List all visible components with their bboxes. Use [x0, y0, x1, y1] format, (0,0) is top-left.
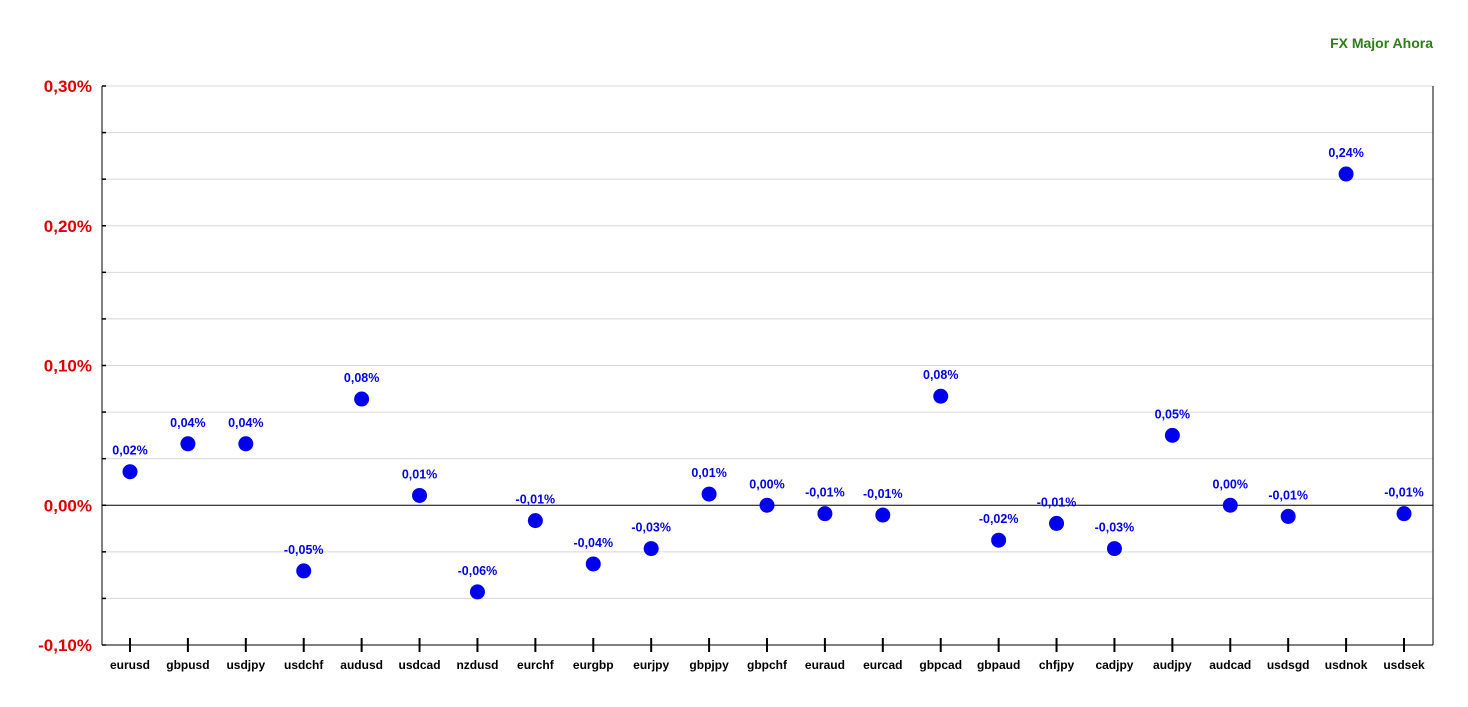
data-label: 0,24% [1328, 146, 1363, 160]
data-point [180, 436, 196, 452]
x-tick-label: gbpusd [166, 658, 209, 672]
data-label: -0,02% [979, 512, 1019, 526]
data-label: -0,01% [1037, 495, 1077, 509]
data-point [1396, 506, 1412, 522]
x-tick-label: nzdusd [456, 658, 498, 672]
x-axis-ticks: eurusd gbpusd usdjpy usdchf audusd usdcad nzdu… [110, 638, 1425, 672]
data-label: 0,08% [923, 368, 958, 382]
data-point [412, 487, 428, 503]
data-label: 0,05% [1155, 407, 1190, 421]
data-point [701, 486, 717, 502]
data-label: -0,05% [284, 543, 324, 557]
data-point [527, 513, 543, 529]
x-tick-label: euraud [805, 658, 845, 672]
x-tick-label: eurgbp [573, 658, 614, 672]
data-label: 0,02% [112, 444, 147, 458]
data-point [1222, 497, 1238, 513]
x-tick-label: audusd [340, 658, 383, 672]
x-tick-label: gbpchf [747, 658, 788, 672]
data-label: -0,03% [631, 521, 671, 535]
x-tick-label: usdnok [1325, 658, 1368, 672]
data-point [585, 556, 601, 572]
grid-lines [102, 85, 1433, 646]
y-tick-label: 0,30% [44, 77, 92, 96]
x-tick-label: usdsek [1383, 658, 1425, 672]
data-point [122, 464, 138, 480]
data-point [817, 506, 833, 522]
data-label: 0,04% [228, 416, 263, 430]
x-tick-label: gbpjpy [689, 658, 729, 672]
data-labels: 0,02% 0,04% 0,04% -0,05% 0,08% 0,01% -0,06% -0,… [112, 146, 1424, 578]
x-tick-label: gbpcad [919, 658, 962, 672]
data-label: 0,00% [749, 477, 784, 491]
data-label: -0,04% [573, 536, 613, 550]
data-label: -0,01% [863, 487, 903, 501]
data-points [122, 166, 1412, 600]
data-point [469, 584, 485, 600]
x-tick-label: usdcad [399, 658, 441, 672]
x-tick-label: eurchf [517, 658, 555, 672]
data-label: 0,04% [170, 416, 205, 430]
x-tick-label: eurusd [110, 658, 150, 672]
data-point [875, 507, 891, 523]
x-tick-label: audcad [1209, 658, 1251, 672]
data-point [759, 497, 775, 513]
data-point [1106, 541, 1122, 557]
chart-title: FX Major Ahora [1330, 35, 1433, 51]
y-tick-label: 0,10% [44, 357, 92, 376]
data-point [354, 391, 370, 407]
y-tick-label: 0,20% [44, 217, 92, 236]
x-tick-label: usdjpy [226, 658, 265, 672]
data-label: 0,08% [344, 371, 379, 385]
y-axis-ticks: -0,10% 0,00% 0,10% 0,20% 0,30% [38, 77, 106, 655]
x-tick-label: audjpy [1153, 658, 1192, 672]
data-label: 0,01% [402, 467, 437, 481]
x-tick-label: usdsgd [1267, 658, 1310, 672]
data-point [296, 563, 312, 579]
data-label: -0,01% [516, 493, 556, 507]
data-point [1049, 515, 1065, 531]
data-point [238, 436, 254, 452]
x-tick-label: cadjpy [1095, 658, 1133, 672]
x-tick-label: usdchf [284, 658, 324, 672]
data-point [933, 388, 949, 404]
data-point [1280, 508, 1296, 524]
data-point [643, 541, 659, 557]
y-tick-label: 0,00% [44, 496, 92, 515]
data-label: 0,01% [691, 466, 726, 480]
data-label: -0,01% [1384, 486, 1424, 500]
data-label: -0,01% [1268, 488, 1308, 502]
x-tick-label: eurjpy [633, 658, 669, 672]
data-label: -0,06% [458, 564, 498, 578]
data-label: 0,00% [1213, 477, 1248, 491]
x-tick-label: eurcad [863, 658, 902, 672]
data-point [1338, 166, 1354, 182]
x-tick-label: gbpaud [977, 658, 1020, 672]
data-point [1164, 427, 1180, 443]
data-label: -0,03% [1095, 521, 1135, 535]
y-tick-label: -0,10% [38, 636, 92, 655]
x-tick-label: chfjpy [1039, 658, 1075, 672]
data-point [991, 532, 1007, 548]
data-label: -0,01% [805, 486, 845, 500]
